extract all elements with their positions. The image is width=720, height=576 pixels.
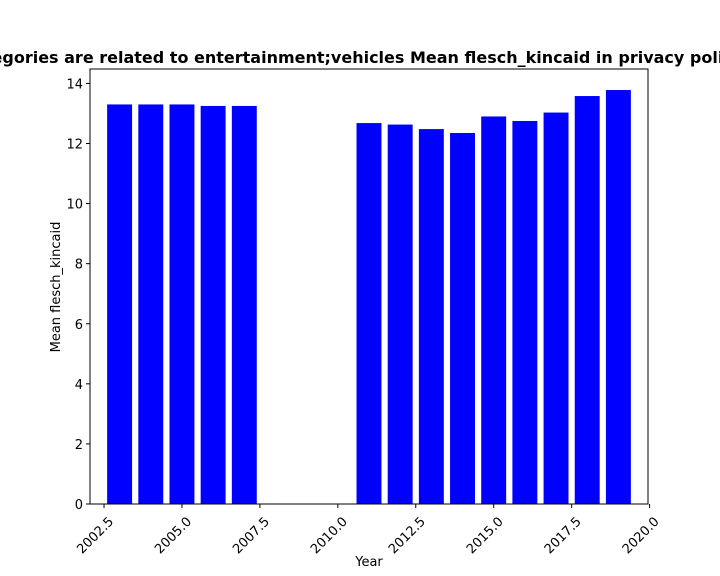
x-tick-label: 2010.0 (308, 514, 351, 557)
x-tick-label: 2015.0 (464, 514, 507, 557)
y-tick-label: 14 (66, 77, 83, 92)
y-tick-label: 0 (75, 498, 83, 513)
x-axis: 2002.5 2005.0 2007.5 2010.0 2012.5 2015.0 2017… (74, 504, 663, 557)
x-tick-label: 2002.5 (74, 514, 117, 557)
x-tick-label: 2007.5 (230, 514, 273, 557)
bar-2017 (543, 112, 569, 504)
bar-2018 (574, 96, 600, 504)
x-axis-label: Year (354, 555, 383, 570)
x-tick-label: 2005.0 (152, 514, 195, 557)
bars-group (107, 90, 631, 505)
bar-2019 (605, 90, 631, 505)
bar-2016 (512, 120, 538, 505)
y-axis-label: Mean flesch_kincaid (49, 222, 64, 353)
bar-2011 (356, 123, 382, 504)
y-tick-label: 4 (75, 378, 83, 393)
x-tick-label: 2012.5 (386, 514, 429, 557)
y-tick-label: 10 (66, 198, 83, 213)
y-axis: 0 2 4 6 8 10 12 14 (66, 77, 90, 513)
bar-2007 (231, 105, 257, 505)
bar-2014 (450, 132, 475, 504)
bar-2015 (481, 116, 507, 505)
bar-2003 (107, 104, 133, 504)
y-tick-label: 8 (75, 258, 83, 273)
bar-2012 (387, 124, 413, 504)
plot-frame (89, 68, 649, 505)
x-tick-label: 2017.5 (542, 514, 585, 557)
bar-2005 (169, 104, 195, 504)
y-tick-label: 6 (75, 318, 83, 333)
y-tick-label: 12 (66, 138, 83, 153)
bar-2006 (200, 105, 226, 505)
x-tick-label: 2020.0 (620, 514, 663, 557)
bar-2004 (138, 104, 164, 504)
bar-2013 (418, 129, 444, 504)
chart-title: Categories are related to entertainment;… (0, 48, 720, 67)
y-tick-label: 2 (75, 438, 83, 453)
